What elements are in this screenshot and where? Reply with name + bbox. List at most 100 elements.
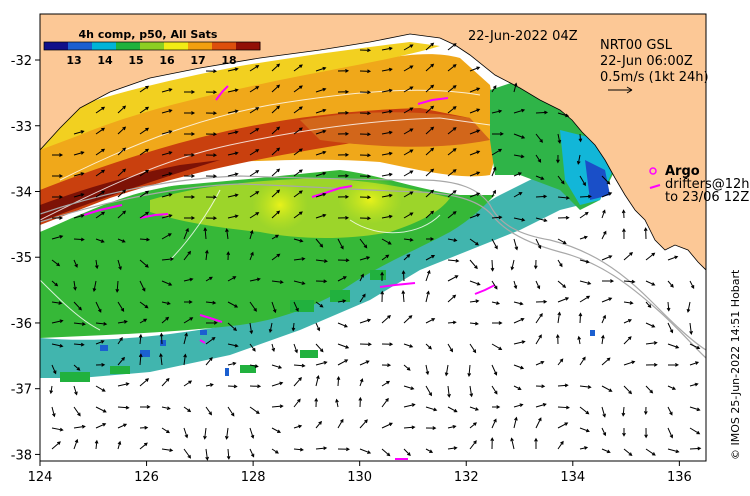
current-arrow [491,148,503,156]
current-arrow [183,380,193,387]
current-arrow [161,193,173,198]
current-arrow [557,133,562,144]
current-arrow [293,148,303,156]
current-arrow [227,276,237,282]
current-arrow [95,322,108,326]
current-arrow [139,425,149,430]
current-arrow [117,168,127,177]
current-arrow [623,301,634,305]
current-arrow [249,149,260,156]
lat-tick-label: -35 [11,251,32,266]
current-arrow [469,299,480,304]
current-arrow [337,194,350,199]
current-arrow [73,301,82,311]
current-arrow [491,343,503,351]
current-arrow [447,106,457,114]
current-arrow [491,132,504,136]
current-arrow [425,210,435,219]
current-arrow [205,276,213,282]
current-arrow [491,301,501,305]
current-arrow [645,362,658,367]
current-arrow [315,360,328,366]
current-arrow [249,277,261,282]
current-arrow [535,217,548,223]
current-arrow [447,343,453,353]
current-arrow [513,403,524,408]
drifters-label-1: drifters@12h [665,177,750,192]
current-arrow [183,195,196,199]
current-arrow [336,376,341,387]
current-arrow [403,86,414,93]
current-arrow [139,211,150,219]
current-arrow [249,107,260,114]
current-arrow [315,238,324,248]
current-arrow [315,420,322,429]
bathymetry-contours [40,175,706,359]
current-arrow [557,112,570,118]
current-arrow [533,259,538,270]
colorbar-label: 18 [221,54,236,67]
current-arrow [667,280,674,288]
current-arrow [293,106,303,114]
current-arrow [271,63,281,72]
current-arrow [95,362,106,367]
current-arrow [535,403,547,408]
current-arrow [315,150,327,156]
current-arrow [469,171,481,177]
current-arrow [161,448,174,453]
current-arrow [557,422,569,429]
current-arrow [205,132,218,137]
current-arrow [117,320,128,324]
current-arrow [444,364,449,377]
current-arrow [425,269,431,282]
current-arrow [95,406,107,413]
current-arrow [447,211,457,219]
current-arrow [623,252,633,261]
current-arrow [579,385,592,389]
lon-axis: 124 126 128 130 132 134 136 [28,461,692,485]
current-arrow [161,377,170,387]
current-arrow [513,192,523,198]
current-arrow [51,364,57,375]
current-arrow [227,88,239,93]
current-arrow [73,342,85,347]
current-arrow [205,195,218,200]
current-arrow [381,254,390,261]
current-arrow [425,318,436,324]
current-arrow [139,190,150,198]
current-arrow [293,211,303,219]
current-arrow [159,332,164,345]
current-arrow [51,259,61,267]
current-arrow [95,301,102,313]
argo-label: Argo [665,164,700,179]
land-australia [40,14,706,271]
current-arrow [667,427,674,439]
current-arrow [601,279,615,283]
current-arrow [645,252,656,261]
current-arrow [161,233,172,240]
current-arrow [139,280,146,292]
current-arrow [183,90,196,94]
current-arrow [249,448,255,458]
current-arrow [535,299,548,304]
current-arrow [469,259,478,270]
current-arrow [249,364,259,368]
current-arrow [577,335,582,345]
current-arrow [117,440,122,450]
current-arrow [359,216,372,221]
current-arrow [359,238,368,249]
lat-tick-label: -38 [11,448,32,463]
current-arrow [249,170,260,177]
current-arrow [73,259,78,268]
current-arrow [425,448,434,453]
colorbar-label: 14 [97,54,113,67]
current-arrow [227,343,239,348]
current-arrow [425,168,435,177]
current-arrow [315,301,324,308]
current-arrow [139,106,150,114]
plot-frame [39,13,707,462]
current-arrow [381,46,393,51]
current-arrow [425,189,435,198]
current-arrow [623,448,633,456]
